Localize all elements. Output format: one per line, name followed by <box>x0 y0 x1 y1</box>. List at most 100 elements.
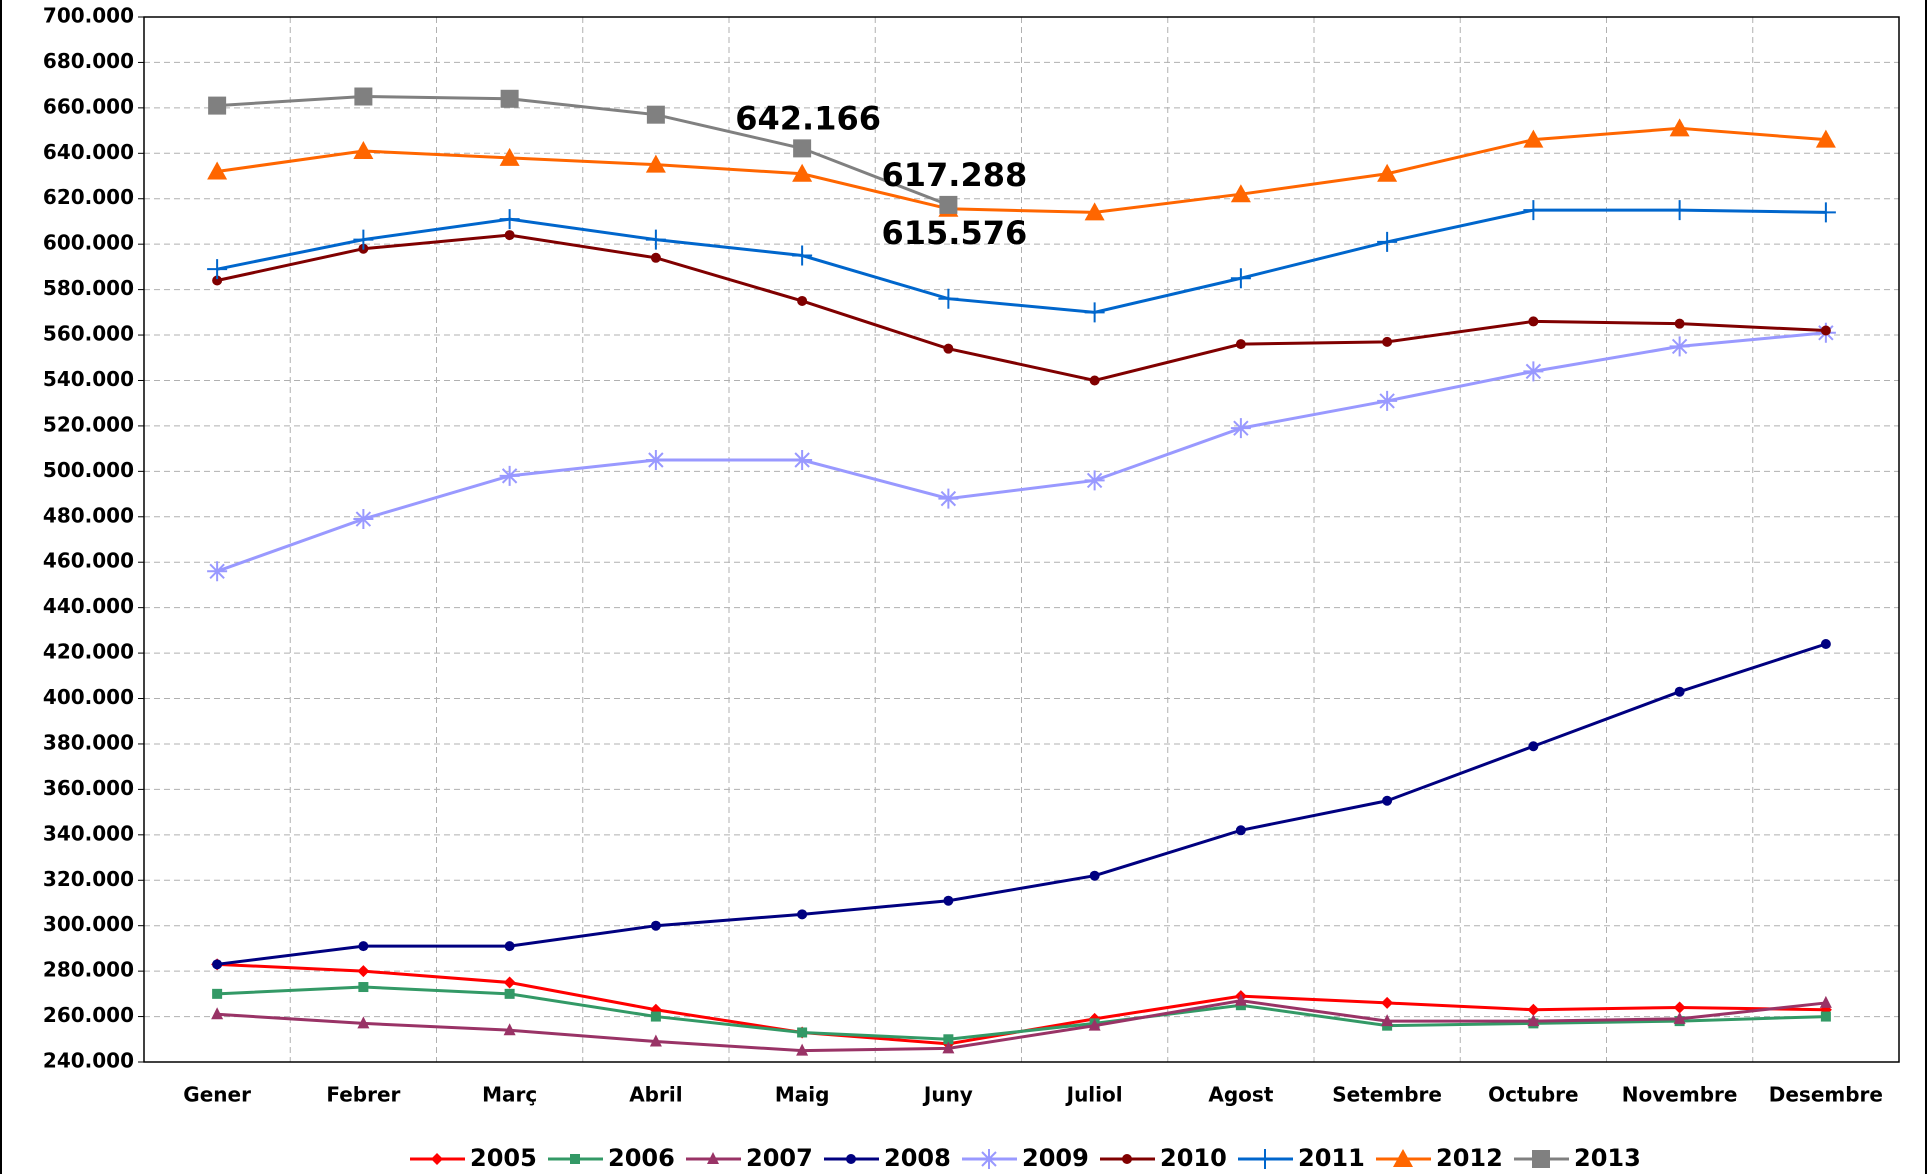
marker <box>499 209 520 230</box>
legend-label: 2005 <box>470 1144 537 1172</box>
marker <box>212 988 223 999</box>
marker <box>938 288 959 309</box>
marker <box>1381 1014 1394 1027</box>
marker <box>1815 202 1836 223</box>
marker <box>943 895 954 906</box>
marker <box>212 959 223 970</box>
marker <box>943 343 954 354</box>
x-tick-label: Gener <box>183 1083 251 1107</box>
marker <box>1377 163 1398 182</box>
marker <box>646 105 665 124</box>
legend-label: 2012 <box>1436 1144 1503 1172</box>
marker <box>645 154 666 173</box>
marker <box>1528 741 1539 752</box>
marker <box>649 1034 662 1047</box>
marker <box>1820 325 1831 336</box>
series-line <box>216 642 1827 966</box>
marker <box>1523 361 1544 382</box>
marker <box>357 1016 370 1029</box>
marker <box>1230 268 1251 289</box>
marker <box>357 965 370 978</box>
marker <box>1084 470 1105 491</box>
legend-label: 2007 <box>746 1144 813 1172</box>
marker <box>1669 118 1690 137</box>
marker <box>212 275 223 286</box>
y-tick-label: 700.000 <box>43 4 134 28</box>
marker <box>1669 200 1690 221</box>
y-tick-label: 560.000 <box>43 322 134 346</box>
marker <box>1820 1011 1831 1022</box>
marker <box>1673 1001 1686 1014</box>
x-tick-label: Desembre <box>1769 1083 1883 1107</box>
marker <box>1820 639 1831 649</box>
marker <box>207 561 228 582</box>
marker <box>353 229 374 250</box>
marker <box>1089 375 1100 386</box>
y-tick-label: 640.000 <box>43 140 134 164</box>
x-tick-label: Novembre <box>1622 1083 1738 1107</box>
y-tick-label: 460.000 <box>43 549 134 573</box>
marker <box>650 252 661 263</box>
marker <box>797 1027 808 1038</box>
y-tick-label: 540.000 <box>43 367 134 391</box>
y-tick-label: 300.000 <box>43 912 134 936</box>
marker <box>358 982 369 993</box>
marker <box>207 161 228 180</box>
y-tick-label: 440.000 <box>43 594 134 618</box>
marker <box>208 96 227 115</box>
marker <box>1674 318 1685 329</box>
marker <box>797 295 808 306</box>
x-tick-label: Setembre <box>1332 1083 1442 1107</box>
marker <box>503 976 516 989</box>
legend-marker <box>707 1152 719 1164</box>
marker <box>1230 184 1251 203</box>
marker <box>358 941 369 952</box>
marker <box>942 1041 955 1054</box>
legend-label: 2008 <box>884 1144 951 1172</box>
data-label: 617.288 <box>882 156 1028 194</box>
marker <box>1819 995 1832 1008</box>
marker <box>1527 1014 1540 1027</box>
legend-marker <box>1393 1149 1413 1167</box>
marker <box>1084 202 1105 221</box>
y-tick-label: 680.000 <box>43 49 134 73</box>
marker <box>1523 200 1544 221</box>
marker <box>938 488 959 509</box>
marker <box>504 230 515 241</box>
marker <box>1235 339 1246 350</box>
y-tick-label: 240.000 <box>43 1049 134 1073</box>
legend-label: 2010 <box>1160 1144 1227 1172</box>
y-tick-label: 520.000 <box>43 412 134 436</box>
legend-label: 2006 <box>608 1144 675 1172</box>
y-tick-label: 260.000 <box>43 1003 134 1027</box>
marker <box>499 147 520 166</box>
marker <box>1235 825 1246 836</box>
legend-marker <box>846 1154 856 1164</box>
marker <box>499 465 520 486</box>
x-tick-label: Juliol <box>1065 1083 1123 1107</box>
series-line <box>217 999 1827 1053</box>
x-tick-label: Abril <box>629 1083 682 1107</box>
legend-marker <box>1255 1149 1275 1169</box>
series-line <box>216 208 1826 314</box>
x-tick-label: Febrer <box>326 1083 400 1107</box>
y-tick-label: 420.000 <box>43 640 134 664</box>
legend-label: 2009 <box>1022 1144 1089 1172</box>
legend-marker <box>570 1154 580 1164</box>
marker <box>939 195 958 214</box>
marker <box>650 1011 661 1022</box>
marker <box>504 941 515 952</box>
marker <box>1230 418 1251 439</box>
x-tick-label: Agost <box>1208 1083 1273 1107</box>
marker <box>1528 316 1539 327</box>
marker <box>353 141 374 160</box>
marker <box>1382 795 1393 806</box>
legend-marker <box>431 1153 443 1165</box>
y-tick-label: 480.000 <box>43 503 134 527</box>
marker <box>1381 996 1394 1009</box>
marker <box>1527 1003 1540 1016</box>
y-tick-label: 660.000 <box>43 94 134 118</box>
marker <box>650 920 661 931</box>
marker <box>793 139 812 158</box>
